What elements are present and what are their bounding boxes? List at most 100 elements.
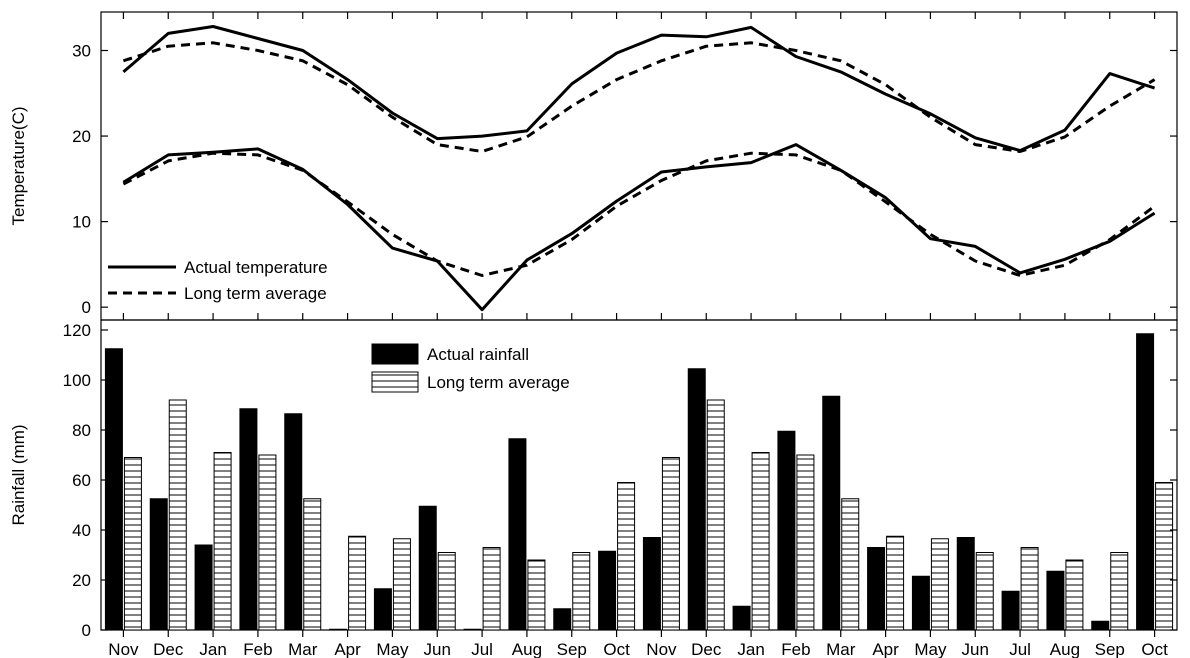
month-tick-label: Aug (512, 640, 542, 658)
legend-actual-temperature-label: Actual temperature (184, 258, 328, 277)
legend-long-term-average-label: Long term average (184, 284, 327, 303)
long-term-average-rainfall-bar (930, 538, 949, 631)
long-term-average-rainfall-bar (392, 538, 411, 631)
month-tick-label: May (376, 640, 409, 658)
actual-rainfall-bar (1046, 570, 1065, 631)
month-tick-label: Oct (1141, 640, 1168, 658)
actual-rainfall-bar (284, 413, 303, 631)
temperature-lines (122, 25, 1156, 312)
rainfall-y-tick-label: 100 (63, 371, 91, 390)
long-term-average-rainfall-bar (572, 552, 591, 631)
rainfall-y-tick-label: 120 (63, 321, 91, 340)
legend-long-term-average-rainfall-swatch (371, 371, 419, 393)
long-term-average-rainfall-bar (751, 452, 770, 631)
actual-rainfall-bar (1136, 333, 1155, 631)
month-tick-label: Mar (826, 640, 856, 658)
actual-rainfall-bar (553, 608, 572, 631)
long-term-average-rainfall-bar (527, 559, 546, 631)
long-term-average-rainfall-bar (482, 547, 501, 631)
long-term-average-rainfall-bar (617, 482, 636, 631)
actual-rainfall-bar (598, 550, 617, 631)
rainfall-y-tick-label: 80 (72, 421, 91, 440)
month-tick-label: Jul (471, 640, 493, 658)
month-tick-label: Aug (1050, 640, 1080, 658)
month-tick-label: May (914, 640, 947, 658)
legend-actual-rainfall-label: Actual rainfall (427, 345, 529, 364)
actual-rainfall-bar (867, 547, 886, 631)
actual-rainfall-bar (149, 498, 168, 631)
rainfall-y-axis: 0 20 40 60 80 100 120 (63, 321, 1177, 640)
month-tick-label: Apr (334, 640, 361, 658)
actual-rainfall-bar (911, 575, 930, 631)
long-term-average-rainfall-bar (168, 399, 187, 631)
legend-actual-rainfall-swatch (371, 343, 419, 365)
month-tick-label: Jul (1009, 640, 1031, 658)
actual-rainfall-bar (508, 438, 527, 631)
month-tick-label: Nov (646, 640, 677, 658)
long-term-average-min-line (122, 151, 1156, 277)
long-term-average-rainfall-bar (437, 552, 456, 631)
temperature-y-tick-label: 20 (72, 127, 91, 146)
actual-temperature-min-line (122, 143, 1156, 312)
month-tick-label: Oct (603, 640, 630, 658)
rainfall-bars (104, 333, 1174, 631)
rainfall-y-tick-label: 40 (72, 521, 91, 540)
actual-rainfall-bar (777, 430, 796, 631)
long-term-average-rainfall-bar (706, 399, 725, 631)
month-tick-label: Feb (243, 640, 272, 658)
rainfall-y-tick-label: 60 (72, 471, 91, 490)
rainfall-panel: 0 20 40 60 80 100 120 Nov Dec Jan Feb Mar Apr May Jun… (9, 319, 1178, 658)
long-term-average-rainfall-bar (1155, 482, 1174, 631)
rainfall-axis-title: Rainfall (mm) (9, 424, 28, 525)
actual-rainfall-bar (239, 408, 258, 631)
month-tick-label: Feb (781, 640, 810, 658)
long-term-average-rainfall-bar (258, 454, 277, 631)
temperature-y-axis: 0 10 20 30 (72, 42, 1177, 317)
temperature-y-tick-label: 10 (72, 213, 91, 232)
temperature-y-tick-label: 30 (72, 42, 91, 61)
month-tick-label: Jun (962, 640, 989, 658)
actual-rainfall-bar (642, 537, 661, 631)
long-term-average-rainfall-bar (661, 457, 680, 631)
actual-rainfall-bar (822, 395, 841, 631)
actual-rainfall-bar (104, 348, 123, 631)
month-tick-label: Sep (557, 640, 587, 658)
month-tick-label: Sep (1095, 640, 1125, 658)
long-term-average-rainfall-bar (303, 498, 322, 631)
rainfall-plot-frame (100, 319, 1178, 631)
actual-rainfall-bar (1091, 620, 1110, 631)
long-term-average-rainfall-bar (1020, 547, 1039, 631)
actual-rainfall-bar (194, 544, 213, 631)
long-term-average-rainfall-bar (975, 552, 994, 631)
long-term-average-max-line (122, 41, 1156, 153)
temperature-x-ticks (122, 12, 1156, 320)
actual-rainfall-bar (418, 505, 437, 631)
month-tick-label: Jan (199, 640, 226, 658)
month-tick-label: Mar (288, 640, 318, 658)
actual-rainfall-bar (329, 628, 348, 631)
long-term-average-rainfall-bar (841, 498, 860, 631)
actual-rainfall-bar (687, 368, 706, 631)
rainfall-y-tick-label: 20 (72, 571, 91, 590)
long-term-average-rainfall-bar (796, 454, 815, 631)
legend-long-term-average-rainfall-label: Long term average (427, 373, 570, 392)
actual-rainfall-bar (956, 537, 975, 631)
month-tick-label: Jun (424, 640, 451, 658)
actual-temperature-max-line (122, 25, 1156, 153)
rainfall-legend: Actual rainfall Long term average (371, 343, 570, 393)
temperature-legend: Actual temperature Long term average (108, 258, 328, 303)
month-tick-label: Dec (153, 640, 184, 658)
long-term-average-rainfall-bar (886, 535, 905, 631)
rainfall-x-axis: Nov Dec Jan Feb Mar Apr May Jun Jul Aug Sep Oct Nov D… (108, 630, 1168, 658)
temperature-panel: 0 10 20 30 Temperature(C) Actual temperatur… (9, 11, 1178, 321)
temperature-y-tick-label: 0 (82, 298, 91, 317)
long-term-average-rainfall-bar (348, 535, 367, 631)
month-tick-label: Nov (108, 640, 139, 658)
long-term-average-rainfall-bar (1110, 552, 1129, 631)
actual-rainfall-bar (1001, 590, 1020, 631)
actual-rainfall-bar (373, 588, 392, 631)
temperature-axis-title: Temperature(C) (9, 106, 28, 225)
long-term-average-rainfall-bar (123, 457, 142, 631)
long-term-average-rainfall-bar (1065, 559, 1084, 631)
